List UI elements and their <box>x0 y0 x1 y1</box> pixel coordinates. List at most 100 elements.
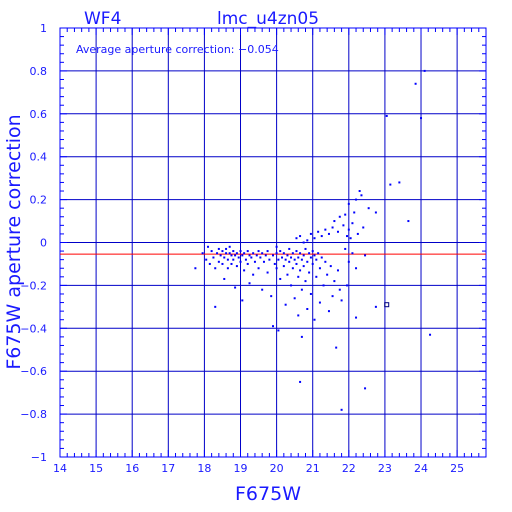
data-point <box>385 114 388 117</box>
x-tick-label: 19 <box>234 462 248 475</box>
data-point <box>336 230 339 233</box>
data-point <box>429 333 432 336</box>
data-point <box>293 258 296 261</box>
data-point <box>201 252 204 255</box>
data-point <box>235 252 238 255</box>
data-point <box>288 260 291 263</box>
grid-lines <box>60 28 486 457</box>
data-point <box>299 269 302 272</box>
data-point <box>364 387 367 390</box>
x-tick-label: 21 <box>306 462 320 475</box>
data-point <box>331 226 334 229</box>
data-point <box>205 258 208 261</box>
data-point <box>300 335 303 338</box>
data-point <box>299 380 302 383</box>
data-point <box>329 265 332 268</box>
axis-ticks <box>59 27 487 458</box>
data-point <box>225 247 228 250</box>
data-point <box>346 284 349 287</box>
data-point <box>257 250 260 253</box>
data-point <box>234 286 237 289</box>
y-tick-label: 1 <box>40 22 47 35</box>
data-point <box>335 346 338 349</box>
data-point <box>252 273 255 276</box>
data-point <box>279 277 282 280</box>
data-point <box>266 250 269 253</box>
data-point <box>290 284 293 287</box>
data-point <box>270 295 273 298</box>
data-point <box>309 232 312 235</box>
data-point <box>237 256 240 259</box>
data-point <box>362 226 365 229</box>
data-point <box>221 250 224 253</box>
data-point <box>351 222 354 225</box>
data-point <box>250 256 253 259</box>
data-point <box>266 271 269 274</box>
data-point <box>288 247 291 250</box>
data-point <box>355 198 358 201</box>
data-point <box>297 314 300 317</box>
data-point <box>347 202 350 205</box>
data-point <box>336 269 339 272</box>
data-point <box>302 254 305 257</box>
annotation-average: Average aperture correction: −0.054 <box>76 43 279 56</box>
data-point <box>356 232 359 235</box>
data-point <box>272 325 274 328</box>
data-point <box>253 260 256 263</box>
data-point <box>228 245 231 248</box>
data-point <box>320 235 323 238</box>
y-tick-label: −0.6 <box>20 365 47 378</box>
y-axis-title: F675W aperture correction <box>3 114 25 369</box>
data-point <box>208 262 211 265</box>
data-point <box>324 228 327 231</box>
data-point <box>331 295 334 298</box>
data-point <box>295 250 298 253</box>
data-point <box>223 277 226 280</box>
data-point <box>309 292 312 295</box>
data-point <box>282 252 285 255</box>
data-point <box>290 256 293 259</box>
x-tick-label: 17 <box>161 462 175 475</box>
data-point <box>261 288 264 291</box>
data-point <box>351 252 354 255</box>
data-point <box>243 269 246 272</box>
data-point <box>221 262 224 265</box>
data-point <box>302 265 305 268</box>
data-point <box>306 239 309 242</box>
data-point <box>317 230 320 233</box>
data-point <box>374 211 377 214</box>
data-point <box>248 254 251 257</box>
data-point <box>320 256 323 259</box>
data-point <box>284 303 287 306</box>
data-point <box>194 267 197 270</box>
data-point <box>226 267 229 270</box>
data-point <box>277 258 280 261</box>
data-point <box>309 256 312 259</box>
data-point <box>216 252 219 255</box>
data-point <box>311 250 314 253</box>
y-tick-label: −0.4 <box>20 322 47 335</box>
data-point <box>272 254 274 257</box>
data-point <box>281 256 284 259</box>
data-point <box>275 267 278 270</box>
data-point <box>257 267 260 270</box>
x-tick-label: 15 <box>89 462 103 475</box>
data-point <box>241 299 244 302</box>
data-point <box>284 258 287 261</box>
data-point <box>317 252 320 255</box>
data-point <box>239 250 242 253</box>
data-point <box>228 252 231 255</box>
data-point <box>230 262 233 265</box>
data-point <box>275 245 278 248</box>
data-point <box>389 183 392 186</box>
data-point <box>306 260 309 263</box>
data-point <box>293 297 296 300</box>
data-point <box>420 117 423 120</box>
data-point <box>246 262 249 265</box>
data-point <box>313 318 316 321</box>
y-tick-label: 0.6 <box>30 108 48 121</box>
data-point <box>232 258 235 261</box>
chip-label: WF4 <box>84 9 121 29</box>
data-point <box>212 256 215 259</box>
data-point <box>360 194 363 197</box>
